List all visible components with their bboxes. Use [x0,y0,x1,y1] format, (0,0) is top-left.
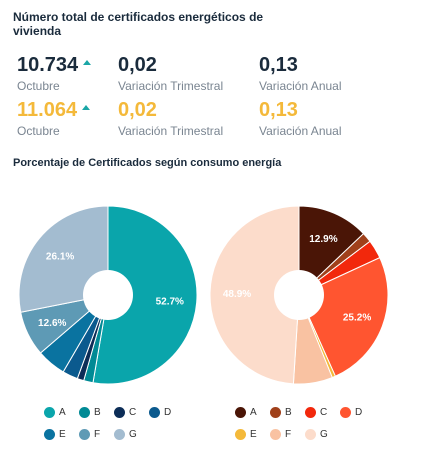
kpi-total: 10.734 Octubre [17,54,92,93]
kpi-annual-value: 0,13 [259,54,298,76]
kpi-annual-label: Variación Anual [259,124,342,138]
legend-label: C [129,406,137,418]
slice-label-g: 26.1% [46,252,74,263]
legend-swatch [114,406,125,418]
kpi-annual-value: 0,13 [259,99,298,121]
legend-item-e[interactable]: E [235,428,270,440]
donut-chart-left: 52.7% 12.6% 26.1% [18,205,198,385]
kpi-total-value: 11.064 [17,99,78,121]
donut-hole [274,270,324,320]
legend-item-e[interactable]: E [44,428,79,440]
legend-label: F [285,428,292,440]
legend-label: A [250,406,257,418]
kpi-total-label: Octubre [17,79,60,93]
legend-swatch [340,406,351,418]
legend-label: E [59,428,66,440]
kpi-quarterly: 0,02 Variación Trimestral [118,99,223,138]
kpi-annual: 0,13 Variación Anual [259,54,342,93]
legend-label: B [94,406,101,418]
legend-swatch [44,428,55,440]
legend-swatch [235,428,246,440]
kpi-annual-label: Variación Anual [259,79,342,93]
legend-row: A B C D [44,401,184,423]
kpi-quarterly-label: Variación Trimestral [118,124,224,138]
legend-item-b[interactable]: B [79,406,114,418]
legend-left: A B C D E F G [44,401,184,445]
slice-label-g: 48.9% [223,289,251,300]
legend-item-d[interactable]: D [340,406,375,418]
kpi-quarterly-label: Variación Trimestral [118,79,224,93]
legend-item-g[interactable]: G [305,428,340,440]
legend-swatch [114,428,125,440]
legend-item-c[interactable]: C [114,406,149,418]
legend-label: C [320,406,328,418]
legend-swatch [149,406,160,418]
kpi-row-primary: 10.734 Octubre 0,02 Variación Trimestral… [17,54,427,94]
legend-swatch [44,406,55,418]
legend-swatch [305,428,316,440]
donut-chart-right: 12.9% 25.2% 48.9% [209,205,389,385]
legend-swatch [79,428,90,440]
slice-g[interactable] [209,205,300,385]
kpi-annual: 0,13 Variación Anual [259,99,342,138]
slice-label-a: 52.7% [156,296,184,307]
legend-item-f[interactable]: F [79,428,114,440]
legend-label: E [250,428,257,440]
page-title: Número total de certificados energéticos… [13,10,264,38]
legend-label: A [59,406,66,418]
legend-swatch [305,406,316,418]
legend-row: E F G [235,423,375,445]
legend-swatch [270,406,281,418]
legend-row: A B C D [235,401,375,423]
kpi-total-value: 10.734 [17,54,79,76]
legend-item-f[interactable]: F [270,428,305,440]
legend-label: F [94,428,101,440]
trend-up-icon [83,59,92,65]
slice-label-d: 25.2% [343,313,371,324]
legend-swatch [270,428,281,440]
chart-section-title: Porcentaje de Certificados según consumo… [13,157,282,169]
legend-swatch [79,406,90,418]
slice-a[interactable] [92,205,198,385]
legend-item-b[interactable]: B [270,406,305,418]
legend-item-c[interactable]: C [305,406,340,418]
legend-item-a[interactable]: A [235,406,270,418]
legend-label: G [320,428,328,440]
donut-charts: 52.7% 12.6% 26.1% 12.9% 25.2% 48.9% [18,205,389,385]
legend-item-d[interactable]: D [149,406,184,418]
kpi-total: 11.064 Octubre [17,99,91,138]
slice-a[interactable] [298,205,365,297]
legend-right: A B C D E F G [235,401,375,445]
legend-row: E F G [44,423,184,445]
legend-label: D [164,406,172,418]
kpi-quarterly: 0,02 Variación Trimestral [118,54,223,93]
legend-label: B [285,406,292,418]
legend-item-a[interactable]: A [44,406,79,418]
slice-label-f: 12.6% [38,318,66,329]
legend-item-g[interactable]: G [114,428,149,440]
kpi-total-label: Octubre [17,124,60,138]
legend-swatch [235,406,246,418]
legend-label: G [129,428,137,440]
legend-label: D [355,406,363,418]
slice-label-a: 12.9% [309,234,337,245]
trend-up-icon [82,104,91,110]
kpi-quarterly-value: 0,02 [118,99,157,121]
donut-hole [83,270,133,320]
kpi-row-secondary: 11.064 Octubre 0,02 Variación Trimestral… [17,99,427,139]
kpi-quarterly-value: 0,02 [118,54,157,76]
